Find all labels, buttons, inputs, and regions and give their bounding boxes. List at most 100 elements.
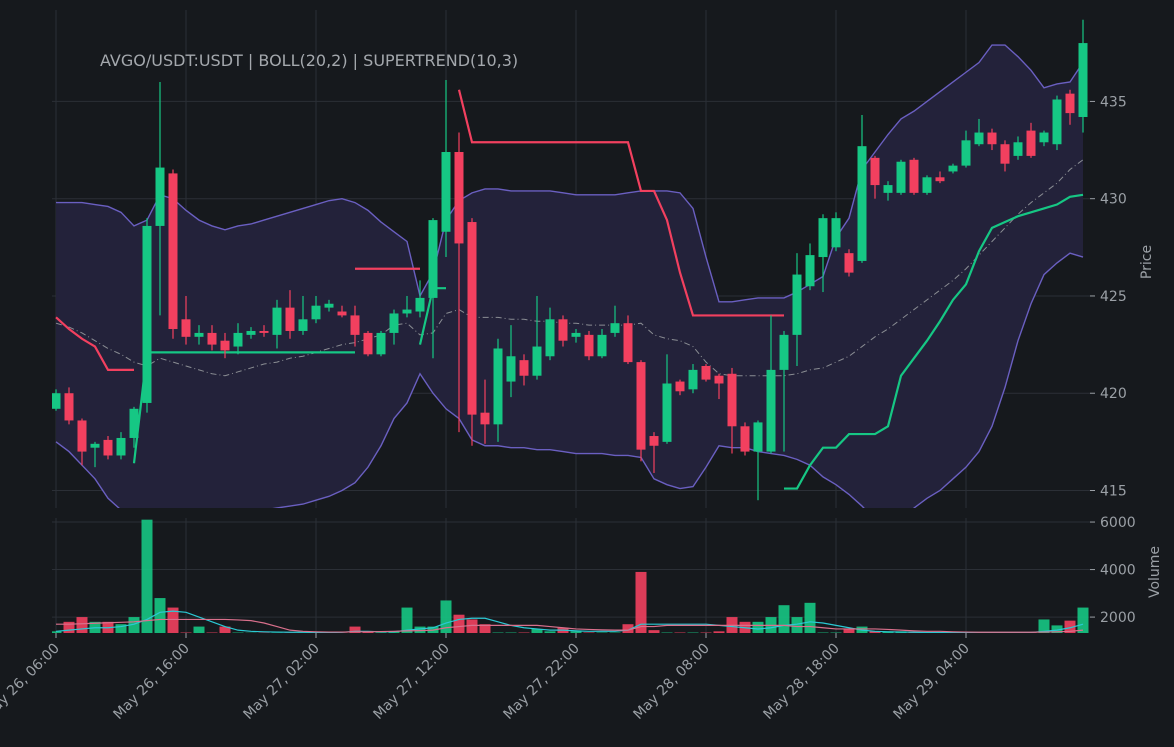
candle-body (1053, 99, 1062, 144)
candle-body (637, 362, 646, 450)
candle-body (143, 226, 152, 403)
candle-body (403, 310, 412, 314)
candle-body (156, 168, 165, 226)
y-tick-label: 420 (1100, 386, 1127, 402)
candle-body (130, 409, 139, 438)
candle-body (793, 275, 802, 335)
candle-body (416, 298, 425, 312)
candle-body (52, 393, 61, 409)
y-tick-label: 415 (1100, 483, 1127, 499)
volume-bar (649, 630, 660, 633)
candle-body (1027, 131, 1036, 156)
candle-body (728, 374, 737, 427)
candle-body (949, 166, 958, 172)
candle-body (182, 319, 191, 337)
candle-body (962, 140, 971, 165)
candle-body (299, 319, 308, 331)
candle-body (390, 313, 399, 332)
candle-body (936, 177, 945, 181)
candle-body (507, 356, 516, 381)
candle-body (650, 436, 659, 446)
candle-body (273, 308, 282, 335)
candle-body (975, 133, 984, 145)
candle-body (611, 323, 620, 333)
candle-body (767, 370, 776, 452)
volume-axis-label: Volume (1147, 546, 1163, 598)
candle-body (754, 422, 763, 451)
volume-bar (402, 608, 413, 633)
candle-body (520, 360, 529, 376)
candle-body (910, 160, 919, 193)
candle-body (351, 315, 360, 334)
candle-body (923, 177, 932, 193)
volume-tick-label: 6000 (1100, 515, 1136, 531)
candle-body (169, 173, 178, 329)
volume-bar (805, 603, 816, 633)
candle-body (325, 304, 334, 308)
volume-bar (77, 617, 88, 633)
volume-bar (753, 622, 764, 633)
volume-bar (714, 631, 725, 633)
volume-bar (142, 520, 153, 633)
candle-body (195, 333, 204, 337)
candle-body (1079, 43, 1088, 117)
candle-body (689, 370, 698, 389)
candle-body (858, 146, 867, 261)
candle-body (884, 185, 893, 193)
candle-body (481, 413, 490, 425)
volume-bar (194, 627, 205, 633)
candle-body (871, 158, 880, 185)
candle-body (494, 348, 503, 424)
candle-body (65, 393, 74, 420)
candle-body (806, 255, 815, 286)
candle-body (234, 333, 243, 347)
volume-bar (1078, 608, 1089, 633)
candle-body (1040, 133, 1049, 143)
candle-body (377, 333, 386, 354)
candle-body (468, 222, 477, 415)
candle-body (1001, 144, 1010, 163)
candle-body (104, 440, 113, 456)
candle-body (91, 444, 100, 448)
candle-body (988, 133, 997, 145)
candle-body (598, 335, 607, 356)
candle-body (572, 333, 581, 337)
y-tick-label: 435 (1100, 94, 1127, 110)
candle-body (585, 335, 594, 356)
candle-body (663, 384, 672, 442)
candle-body (1066, 94, 1075, 113)
candle-body (338, 312, 347, 316)
candle-body (78, 420, 87, 451)
volume-bar (779, 605, 790, 633)
candle-body (546, 319, 555, 356)
chart-title: AVGO/USDT:USDT | BOLL(20,2) | SUPERTREND… (100, 51, 518, 70)
candle-body (819, 218, 828, 257)
volume-bar (844, 629, 855, 633)
candle-body (676, 382, 685, 392)
candle-body (312, 306, 321, 320)
candle-body (702, 366, 711, 380)
volume-tick-label: 4000 (1100, 563, 1136, 579)
candle-body (624, 323, 633, 362)
volume-bar (454, 615, 465, 633)
candle-body (247, 331, 256, 335)
candle-body (364, 333, 373, 354)
candle-body (559, 319, 568, 340)
candle-body (286, 308, 295, 331)
candle-body (455, 152, 464, 243)
candle-body (442, 152, 451, 232)
candle-body (715, 376, 724, 384)
candle-body (208, 333, 217, 345)
candle-body (780, 335, 789, 370)
candle-body (845, 253, 854, 272)
volume-bar (545, 631, 556, 633)
candle-body (897, 162, 906, 193)
candle-body (832, 218, 841, 247)
y-tick-label: 425 (1100, 289, 1127, 305)
candle-body (741, 426, 750, 451)
candle-body (221, 341, 230, 351)
y-axis-label: Price (1139, 245, 1155, 279)
candle-body (429, 220, 438, 298)
